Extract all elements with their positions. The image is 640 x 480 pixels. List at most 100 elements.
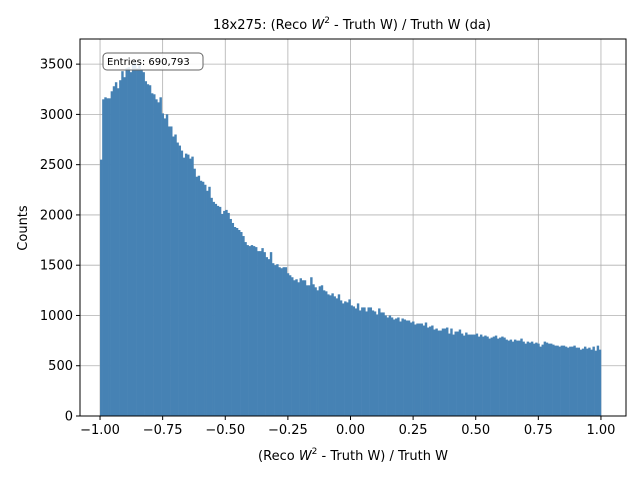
histogram-bar (380, 312, 383, 416)
histogram-bar (511, 341, 515, 416)
histogram-bar (136, 68, 139, 416)
histogram-bar (456, 331, 460, 416)
histogram-bar (429, 326, 432, 416)
histogram-bar (486, 336, 489, 416)
axes-frame (79, 38, 627, 417)
histogram-bar (155, 99, 158, 416)
histogram-bar (378, 308, 381, 416)
x-tick-label: 0.50 (461, 423, 490, 438)
histogram-bar (356, 303, 360, 416)
histogram-bar (119, 80, 122, 417)
histogram-bar (530, 341, 534, 416)
histogram-bar (157, 102, 160, 416)
histogram-bar (189, 158, 192, 416)
histogram-bar (492, 336, 496, 416)
histogram-bar (138, 65, 141, 416)
histogram-bar (210, 197, 213, 416)
histogram-bar (231, 222, 235, 416)
histogram-bar (216, 205, 220, 416)
histogram-bar (458, 329, 462, 416)
histogram-bar (579, 349, 583, 416)
histogram-bar (129, 72, 133, 417)
histogram-bar (484, 335, 487, 416)
histogram-bar (422, 325, 426, 416)
histogram-bar (187, 154, 190, 416)
histogram-bar (174, 134, 177, 417)
histogram-bar (588, 347, 591, 416)
histogram-bar (598, 349, 602, 416)
histogram-bar (560, 345, 564, 416)
histogram-bar (339, 300, 343, 416)
histogram-bar (454, 331, 457, 416)
histogram-bar (170, 126, 173, 417)
histogram-bar (278, 267, 281, 416)
histogram-bar (541, 344, 544, 416)
histogram-bar (547, 343, 551, 416)
y-tick-label: 2000 (40, 208, 73, 223)
histogram-bar (218, 206, 222, 416)
x-axis-ticks: −1.00 −0.75 −0.50 −0.25 0.00 0.25 0.50 0.75 1.00 (80, 416, 615, 438)
histogram-bar (375, 314, 379, 416)
histogram-bar (388, 315, 392, 416)
histogram-bar (180, 150, 184, 417)
histogram-bar (382, 312, 385, 416)
histogram-bar (201, 181, 205, 416)
histogram-bar (490, 337, 494, 416)
histogram-bar (346, 302, 349, 416)
histogram-bar (575, 347, 578, 416)
histogram-bar (583, 346, 587, 416)
histogram-bar (569, 346, 572, 416)
histogram-bar (409, 322, 413, 416)
histogram-bar (195, 176, 198, 416)
histogram-bar (556, 345, 559, 416)
histogram-bar (596, 345, 600, 416)
histogram-bar (509, 339, 513, 416)
histogram-bar (586, 348, 589, 416)
histogram-bar (199, 180, 203, 416)
y-tick-label: 1500 (40, 259, 73, 274)
histogram-bar (121, 71, 124, 417)
histogram-bar (437, 330, 440, 416)
histogram-bar (473, 334, 477, 416)
histogram-bar (342, 303, 345, 416)
histogram-bar (182, 157, 186, 416)
histogram-bar (327, 294, 330, 416)
histogram-bar (161, 113, 165, 417)
histogram-bar (446, 327, 449, 416)
histogram-bar (505, 339, 508, 416)
histogram-bar (227, 212, 230, 416)
histogram-bar (238, 230, 241, 416)
histogram-bar (295, 279, 298, 416)
histogram-bar (488, 338, 491, 416)
histogram-bar (358, 310, 362, 416)
histogram-bar (499, 337, 502, 416)
histogram-bar (539, 346, 542, 416)
y-tick-label: 2500 (40, 158, 73, 173)
histogram-bar (257, 251, 260, 416)
histogram-bar (140, 69, 143, 416)
histogram-bar (581, 348, 585, 416)
histogram-bar (552, 344, 555, 416)
histogram-bar (108, 98, 111, 416)
histogram-bar (233, 226, 237, 416)
histogram-bar (176, 142, 179, 417)
x-tick-label: −1.00 (80, 423, 120, 438)
histogram-bar (545, 342, 549, 416)
histogram-bar (335, 298, 339, 416)
histogram-bar (494, 335, 498, 416)
histogram-bar (573, 345, 576, 416)
histogram-bar (274, 265, 277, 416)
x-tick-label: −0.50 (205, 423, 245, 438)
histogram-bar (562, 345, 566, 416)
histogram-bar (412, 321, 415, 416)
histogram-bar (114, 82, 118, 416)
histogram-bar (373, 311, 377, 416)
histogram-bar (414, 324, 417, 416)
histogram-bar (467, 334, 470, 416)
histogram-bar (392, 319, 396, 416)
histogram-bar (259, 251, 262, 416)
histogram-bar (240, 232, 243, 416)
x-tick-label: 0.25 (399, 423, 428, 438)
x-tick-label: −0.25 (268, 423, 308, 438)
